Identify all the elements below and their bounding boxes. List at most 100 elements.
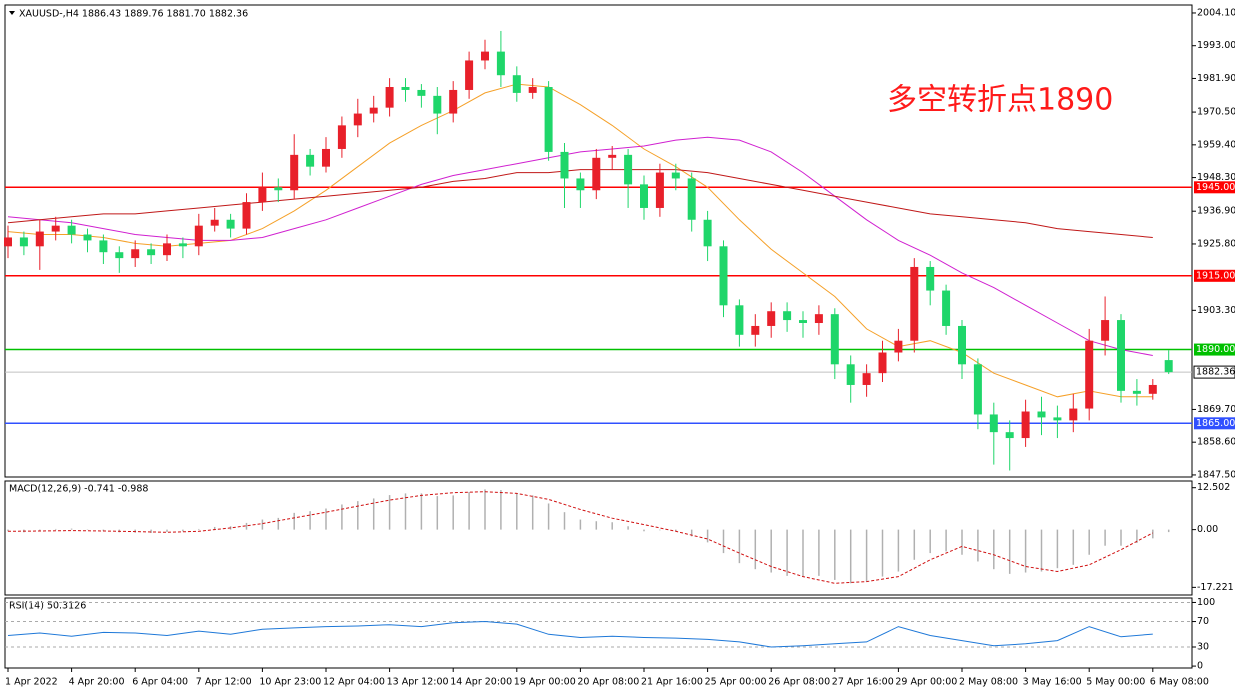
candle-body — [655, 172, 664, 208]
annotation: 多空转折点1890 — [887, 83, 1113, 118]
candle-body — [51, 225, 60, 232]
candle-body — [926, 266, 935, 291]
candle-body — [401, 87, 410, 90]
y-tick-label: 2004.10 — [1197, 7, 1235, 18]
x-tick-label: 6 Apr 04:00 — [132, 677, 188, 688]
candle-body — [449, 89, 458, 114]
candle-body — [226, 219, 235, 229]
y-tick-label: 70 — [1197, 616, 1209, 627]
rsi-line — [7, 620, 1153, 648]
candle-body — [242, 202, 251, 229]
menu-arrow — [9, 11, 15, 15]
candle-body — [783, 311, 792, 321]
candle-body — [671, 172, 680, 179]
candle-body — [528, 87, 537, 93]
y-tick-label: 1993.00 — [1197, 40, 1235, 51]
level-label: 1945.00 — [1196, 182, 1235, 193]
x-tick-label: 25 Apr 00:00 — [705, 677, 767, 688]
candle-body — [512, 75, 521, 93]
candle-body — [1117, 320, 1125, 391]
candle-body — [290, 154, 299, 191]
candle-body — [910, 266, 919, 341]
level-tag — [1194, 269, 1235, 282]
moving-average — [7, 169, 1153, 238]
macd-signal — [7, 491, 1154, 584]
rsi-label: RSI(14) 50.3126 — [9, 601, 86, 612]
candle-body — [353, 113, 362, 126]
level-tag — [1194, 181, 1235, 194]
candle-body — [814, 314, 823, 324]
y-tick-label: 1936.90 — [1197, 206, 1235, 217]
x-tick-label: 1 Apr 2022 — [5, 677, 58, 688]
x-tick-label: 21 Apr 16:00 — [641, 677, 703, 688]
y-tick-label: 1925.80 — [1197, 238, 1235, 249]
candle-body — [687, 178, 696, 220]
y-tick-label: -17.221 — [1197, 582, 1234, 593]
candle-body — [274, 187, 283, 191]
candle-body — [4, 237, 12, 247]
x-tick-label: 10 Apr 23:00 — [259, 677, 321, 688]
candle-body — [767, 311, 776, 326]
candle-body — [1037, 411, 1046, 418]
candle-body — [147, 249, 156, 256]
candle-body — [337, 125, 346, 149]
candle-body — [194, 225, 203, 247]
candle-body — [417, 89, 426, 96]
macd-panel — [4, 480, 1193, 596]
candle-body — [592, 157, 601, 191]
candle-body — [544, 87, 553, 152]
candle-body — [19, 237, 28, 247]
y-tick-label: 1858.60 — [1197, 437, 1235, 448]
candle-body — [862, 373, 871, 385]
x-tick-label: 26 Apr 08:00 — [768, 677, 830, 688]
symbol-header: XAUUSD-,H4 1886.43 1889.76 1881.70 1882.… — [19, 9, 248, 20]
y-tick-label: 1959.40 — [1197, 139, 1235, 150]
candle-body — [1069, 408, 1078, 421]
candle-body — [751, 325, 760, 335]
candle-body — [735, 305, 744, 335]
candle-body — [703, 219, 712, 247]
y-tick-label: 1970.50 — [1197, 107, 1235, 118]
level-tag — [1194, 417, 1235, 430]
candle-body — [1132, 390, 1141, 394]
y-tick-label: 12.502 — [1197, 482, 1230, 493]
candle-body — [576, 178, 585, 191]
candle-body — [67, 225, 76, 235]
candle-body — [433, 95, 442, 114]
candle-body — [1148, 384, 1157, 394]
candle-body — [385, 87, 394, 108]
candle-body — [846, 364, 855, 385]
candle-body — [719, 246, 728, 306]
x-tick-label: 5 May 00:00 — [1086, 677, 1145, 688]
price-tag — [1193, 365, 1235, 379]
y-tick-label: 1948.30 — [1197, 172, 1235, 183]
candle-body — [369, 107, 378, 114]
level-label: 1915.00 — [1196, 270, 1235, 281]
level-label: 1890.00 — [1196, 344, 1235, 355]
level-tag — [1194, 343, 1235, 356]
x-tick-label: 12 Apr 04:00 — [323, 677, 385, 688]
x-tick-label: 27 Apr 16:00 — [832, 677, 894, 688]
y-tick-label: 0.00 — [1197, 524, 1218, 535]
candle-body — [1101, 320, 1110, 341]
y-tick-label: 1903.30 — [1197, 305, 1235, 316]
x-tick-label: 13 Apr 12:00 — [387, 677, 449, 688]
candle-body — [99, 240, 108, 253]
candle-body — [1164, 360, 1173, 373]
candle-body — [973, 364, 982, 415]
y-tick-label: 1981.90 — [1197, 73, 1235, 84]
x-tick-label: 2 May 08:00 — [959, 677, 1018, 688]
x-tick-label: 7 Apr 12:00 — [196, 677, 252, 688]
candle-body — [178, 243, 187, 247]
candle-body — [1021, 411, 1030, 439]
candle-body — [131, 249, 140, 259]
price-label: 1882.36 — [1196, 367, 1235, 378]
candle-body — [496, 51, 505, 76]
candle-body — [1085, 340, 1094, 409]
y-tick-label: 1847.50 — [1197, 469, 1235, 480]
candle-body — [560, 151, 569, 179]
candle-body — [958, 325, 966, 365]
candle-body — [258, 187, 267, 203]
candle-body — [1053, 417, 1062, 421]
